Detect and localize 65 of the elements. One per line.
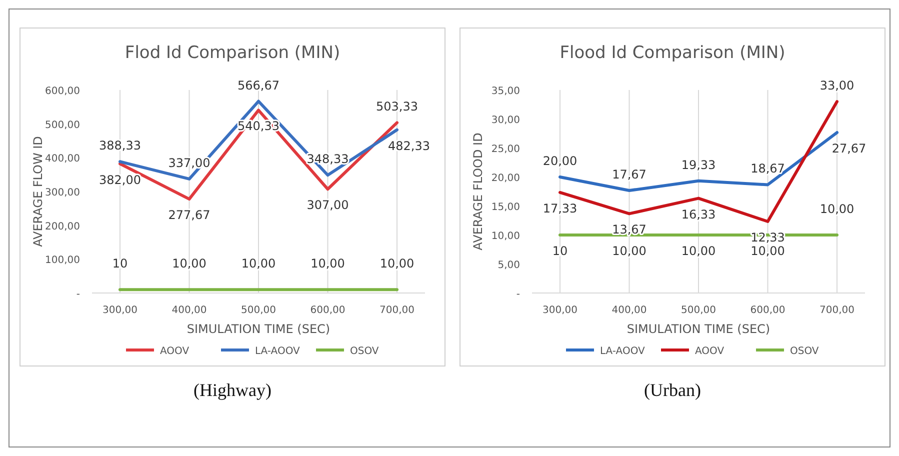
y-tick-label: 5,00 bbox=[498, 260, 520, 271]
x-tick-label: 500,00 bbox=[241, 305, 276, 316]
legend-label: OSOV bbox=[350, 346, 379, 357]
x-axis-title: SIMULATION TIME (SEC) bbox=[626, 322, 770, 336]
data-label: 10,00 bbox=[750, 244, 785, 258]
data-label: 10,00 bbox=[380, 256, 414, 271]
legend-label: LA-AOOV bbox=[600, 346, 646, 357]
data-label: 18,67 bbox=[750, 162, 785, 176]
data-label: 27,67 bbox=[832, 142, 866, 156]
data-label: 10,00 bbox=[681, 244, 716, 258]
data-label: 566,67 bbox=[238, 78, 280, 92]
x-tick-label: 300,00 bbox=[102, 305, 138, 316]
data-label: 10,00 bbox=[820, 202, 854, 216]
legend-label: LA-AOOV bbox=[255, 346, 300, 357]
data-label: 10,00 bbox=[310, 256, 345, 271]
data-label: 10 bbox=[112, 256, 128, 271]
y-tick-label: 400,00 bbox=[45, 154, 80, 165]
data-label: 10,00 bbox=[612, 244, 646, 258]
data-label: 10,00 bbox=[172, 256, 206, 271]
y-tick-label: 200,00 bbox=[45, 221, 80, 232]
data-label: 20,00 bbox=[542, 154, 578, 168]
y-tick-label: - bbox=[76, 289, 80, 300]
data-label: 19,33 bbox=[681, 158, 716, 172]
y-tick-label: - bbox=[516, 289, 520, 300]
y-axis-title: AVERAGE FLOOD ID bbox=[471, 132, 485, 250]
data-label: 388,33 bbox=[99, 138, 141, 153]
y-tick-label: 10,00 bbox=[491, 231, 520, 242]
data-label: 33,00 bbox=[820, 78, 854, 93]
x-tick-label: 300,00 bbox=[542, 305, 578, 316]
x-tick-label: 500,00 bbox=[681, 305, 716, 316]
x-tick-label: 600,00 bbox=[750, 305, 786, 316]
data-label: 277,67 bbox=[168, 208, 210, 222]
y-tick-label: 500,00 bbox=[45, 120, 80, 131]
data-label: 16,33 bbox=[681, 207, 716, 222]
y-tick-label: 35,00 bbox=[491, 86, 520, 97]
y-tick-label: 25,00 bbox=[491, 144, 520, 155]
data-label: 13,67 bbox=[612, 222, 646, 237]
y-tick-label: 100,00 bbox=[45, 255, 80, 266]
y-tick-label: 600,00 bbox=[45, 86, 80, 97]
text: (Highway) bbox=[194, 380, 272, 400]
data-label: 10,00 bbox=[241, 256, 276, 271]
x-tick-label: 600,00 bbox=[310, 305, 346, 316]
data-label: 17,33 bbox=[542, 201, 578, 216]
data-label: 503,33 bbox=[376, 100, 418, 114]
y-axis-title: AVERAGE FLOW ID bbox=[31, 136, 45, 247]
y-tick-label: 20,00 bbox=[491, 173, 520, 184]
chart-title: Flod Id Comparison (MIN) bbox=[124, 43, 340, 63]
text: (Urban) bbox=[644, 380, 701, 400]
legend-label: AOOV bbox=[695, 346, 724, 357]
y-tick-label: 15,00 bbox=[491, 202, 520, 213]
legend-label: OSOV bbox=[790, 346, 819, 357]
x-tick-label: 700,00 bbox=[380, 305, 414, 316]
data-label: 482,33 bbox=[388, 138, 430, 153]
data-label: 17,67 bbox=[612, 168, 646, 182]
x-tick-label: 700,00 bbox=[820, 305, 854, 316]
y-tick-label: 300,00 bbox=[45, 188, 80, 198]
x-tick-label: 400,00 bbox=[172, 305, 207, 316]
data-label: 10 bbox=[552, 244, 568, 258]
y-tick-label: 30,00 bbox=[491, 115, 520, 126]
legend-label: AOOV bbox=[160, 346, 190, 357]
x-axis-title: SIMULATION TIME (SEC) bbox=[186, 322, 330, 336]
data-label: 307,00 bbox=[306, 198, 349, 212]
data-label: 382,00 bbox=[99, 172, 141, 187]
x-tick-label: 400,00 bbox=[612, 305, 647, 316]
chart-title: Flood Id Comparison (MIN) bbox=[560, 43, 786, 63]
